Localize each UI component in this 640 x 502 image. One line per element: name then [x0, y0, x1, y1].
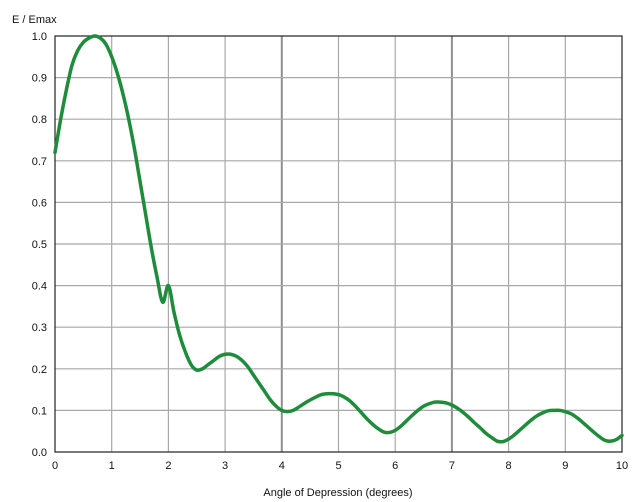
series-line	[53, 34, 624, 444]
y-tick-label: 0.6	[32, 197, 47, 209]
x-tick-label: 7	[449, 460, 455, 472]
y-tick-label: 0.1	[32, 405, 47, 417]
x-tick-label: 0	[52, 460, 58, 472]
grid-lines	[55, 36, 622, 452]
y-tick-label: 0.4	[32, 281, 47, 293]
y-tick-label: 1.0	[32, 31, 47, 43]
plot-frame	[54, 35, 623, 453]
x-axis-label: Angle of Depression (degrees)	[263, 487, 412, 499]
x-tick-label: 3	[222, 460, 228, 472]
y-tick-label: 0.3	[32, 322, 47, 334]
x-tick-label: 9	[562, 460, 568, 472]
y-tick-label: 0.8	[32, 114, 47, 126]
x-tick-label: 1	[109, 460, 115, 472]
y-tick-label: 0.7	[32, 156, 47, 168]
x-tick-label: 4	[279, 460, 285, 472]
y-tick-label: 0.0	[32, 447, 47, 459]
x-tick-label: 10	[616, 460, 628, 472]
y-tick-label: 0.2	[32, 364, 47, 376]
y-tick-label: 0.5	[32, 239, 47, 251]
x-tick-label: 2	[165, 460, 171, 472]
y-axis-label: E / Emax	[12, 14, 57, 26]
x-tick-labels: 0 1 2 3 4 5 6 7 8 9 10	[52, 460, 628, 472]
x-tick-label: 6	[392, 460, 398, 472]
y-tick-labels: 0.0 0.1 0.2 0.3 0.4 0.5 0.6 0.7 0.8 0.9 1.0	[32, 31, 47, 459]
y-tick-label: 0.9	[32, 73, 47, 85]
x-tick-label: 5	[335, 460, 341, 472]
x-tick-label: 8	[506, 460, 512, 472]
